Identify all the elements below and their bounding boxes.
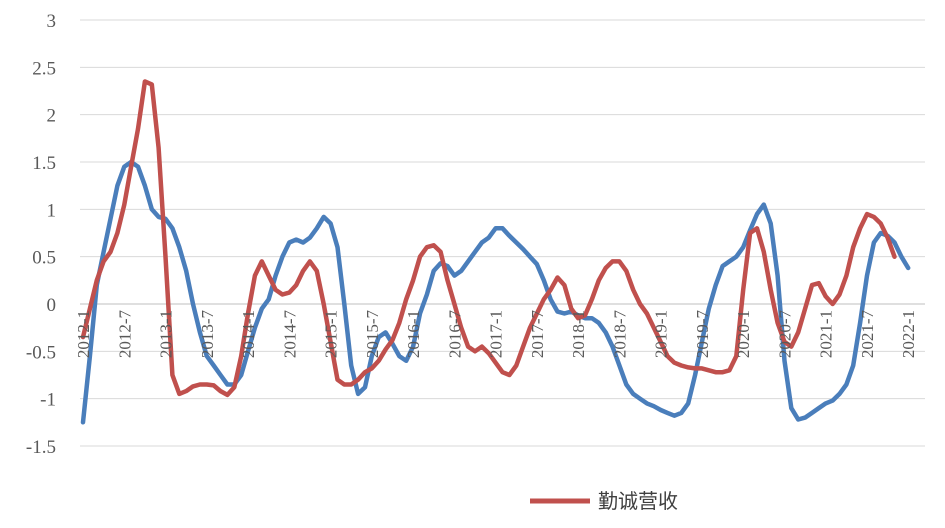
y-tick-label: -0.5 bbox=[26, 342, 56, 363]
series-lines bbox=[80, 79, 911, 425]
x-tick-label: 2021-1 bbox=[817, 310, 836, 358]
y-tick-label: 1.5 bbox=[32, 153, 56, 174]
y-tick-label: 3 bbox=[47, 11, 57, 32]
x-tick-label: 2012-1 bbox=[74, 310, 93, 358]
x-tick-label: 2020-1 bbox=[734, 310, 753, 358]
grid-lines bbox=[80, 19, 925, 447]
x-tick-label: 2018-1 bbox=[569, 310, 588, 358]
y-tick-label: -1.5 bbox=[26, 437, 56, 458]
x-tick-label: 2022-1 bbox=[899, 310, 918, 358]
x-axis-ticks: 2012-1 2012-7 2013-1 2013-7 2014-1 2014-7 2015… bbox=[74, 310, 918, 359]
x-tick-label: 2017-7 bbox=[528, 310, 547, 359]
x-tick-label: 2014-1 bbox=[239, 310, 258, 358]
series-line-0 bbox=[80, 159, 911, 425]
x-tick-label: 2013-1 bbox=[157, 310, 176, 358]
x-tick-label: 2020-7 bbox=[775, 310, 794, 359]
y-axis-ticks: 3 2.5 2 1.5 1 0.5 0 -0.5 -1 -1.5 bbox=[26, 11, 56, 458]
y-tick-label: 0.5 bbox=[32, 248, 56, 269]
y-tick-label: 2.5 bbox=[32, 58, 56, 79]
series-line-1 bbox=[80, 79, 897, 398]
x-tick-label: 2016-7 bbox=[445, 310, 464, 359]
x-tick-label: 2016-1 bbox=[404, 310, 423, 358]
x-tick-label: 2021-7 bbox=[858, 310, 877, 359]
x-tick-label: 2019-1 bbox=[652, 310, 671, 358]
x-tick-label: 2018-7 bbox=[610, 310, 629, 359]
legend: 勤诚营收 bbox=[530, 490, 678, 513]
y-tick-label: -1 bbox=[40, 390, 56, 411]
x-tick-label: 2013-7 bbox=[198, 310, 217, 359]
x-tick-label: 2015-7 bbox=[363, 310, 382, 359]
y-tick-label: 0 bbox=[47, 295, 57, 316]
x-tick-label: 2012-7 bbox=[115, 310, 134, 359]
y-tick-label: 1 bbox=[47, 200, 57, 221]
x-tick-label: 2017-1 bbox=[487, 310, 506, 358]
x-tick-label: 2019-7 bbox=[693, 310, 712, 359]
x-tick-label: 2015-1 bbox=[322, 310, 341, 358]
y-tick-label: 2 bbox=[47, 106, 57, 127]
x-tick-label: 2014-7 bbox=[280, 310, 299, 359]
legend-label: 勤诚营收 bbox=[598, 490, 678, 513]
